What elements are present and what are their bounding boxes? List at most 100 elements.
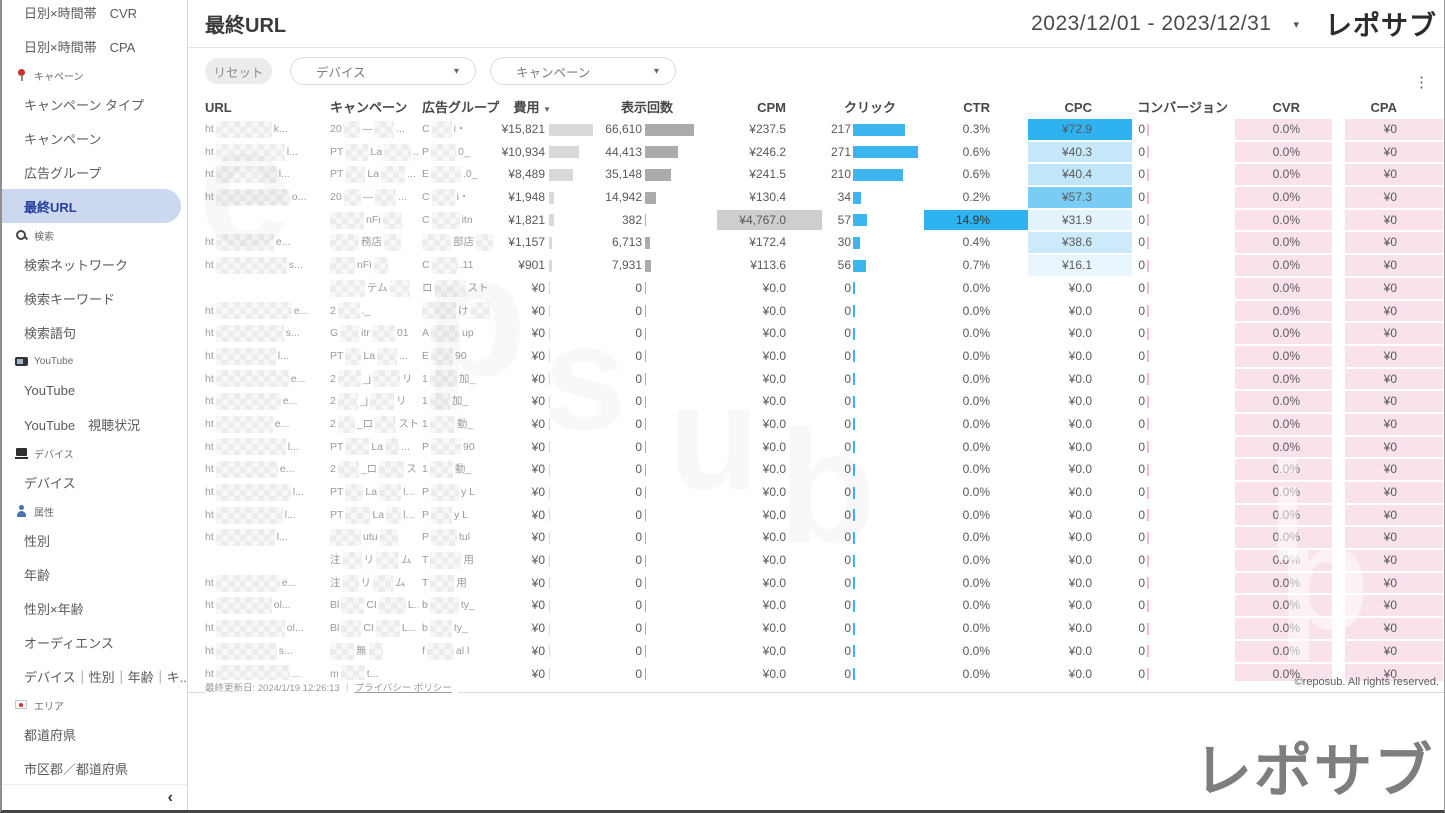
cost-bar <box>549 577 550 590</box>
table-row[interactable]: ht e... 2 _j リ 1 加_ ¥0 0 ¥0.0 0 0.0% ¥0.0 0 … <box>188 368 1444 391</box>
sidebar-item-日別×時間帯 CVR[interactable]: 日別×時間帯 CVR <box>2 0 187 29</box>
col-conversions[interactable]: コンバージョン <box>1137 100 1228 115</box>
cell-cost: ¥1,948 <box>508 190 545 205</box>
cell-url <box>205 549 317 572</box>
cell-cost: ¥0 <box>531 530 545 545</box>
sidebar-item-オーディエンス[interactable]: オーディエンス <box>2 625 187 659</box>
sidebar-item-label: 検索キーワード <box>24 291 116 307</box>
sort-desc-icon: ▼ <box>543 105 551 114</box>
sidebar-item-最終URL[interactable]: 最終URL <box>2 189 181 223</box>
sidebar-item-性別×年齢[interactable]: 性別×年齢 <box>2 591 187 625</box>
table-row[interactable]: ht e... 2 _j リ 1 加_ ¥0 0 ¥0.0 0 0.0% ¥0.0 0 … <box>188 390 1444 413</box>
reposub-logo: レポサブ <box>1193 739 1434 805</box>
cell-campaign: 2 ._ <box>330 300 418 323</box>
sidebar-item-都道府県[interactable]: 都道府県 <box>2 717 187 751</box>
col-campaign[interactable]: キャンペーン <box>330 100 408 115</box>
table-row[interactable]: ht... m t... ¥0 0 ¥0.0 0 0.0% ¥0.0 0 0.0%… <box>188 663 1444 681</box>
clicks-bar <box>853 509 855 522</box>
col-cpm[interactable]: CPM <box>757 100 786 115</box>
sidebar-item-検索キーワード[interactable]: 検索キーワード <box>2 281 187 315</box>
footer-divider: ｜ <box>342 683 352 694</box>
cell-cpm: ¥0.0 <box>762 530 786 545</box>
cost-bar <box>549 373 550 386</box>
col-cpa[interactable]: CPA <box>1370 100 1397 115</box>
table-row[interactable]: hte... 2_ロスト 1動_ ¥0 0 ¥0.0 0 0.0% ¥0.0 0… <box>188 458 1444 481</box>
sidebar-item-検索ネットワーク[interactable]: 検索ネットワーク <box>2 247 187 281</box>
impressions-bar <box>645 282 646 295</box>
cell-campaign: PT La l... <box>330 504 418 527</box>
sidebar-item-年齢[interactable]: 年齢 <box>2 557 187 591</box>
sidebar-item-市区郡／都道府県[interactable]: 市区郡／都道府県 <box>2 751 187 782</box>
sidebar-item-性別[interactable]: 性別 <box>2 523 187 557</box>
cell-url: ht l... <box>205 481 317 504</box>
col-clicks[interactable]: クリック <box>843 100 896 115</box>
privacy-policy-link[interactable]: プライバシー ポリシー <box>354 683 452 694</box>
sidebar-item-広告グループ[interactable]: 広告グループ <box>2 155 187 189</box>
device-filter-select[interactable]: デバイス ▾ <box>290 57 476 85</box>
table-row[interactable]: ht s... nFi C .11 ¥901 7,931 ¥113.6 56 0.7… <box>188 254 1444 277</box>
clicks-bar <box>853 327 855 340</box>
copyright-text: ©reposub. All rights reserved. <box>1294 676 1439 688</box>
table-row[interactable]: ht e... 2 ._ け ¥0 0 ¥0.0 0 0.0% ¥0.0 0 0.0… <box>188 300 1444 323</box>
col-ctr[interactable]: CTR <box>963 100 990 115</box>
collapse-sidebar-icon[interactable]: ‹ <box>167 788 173 806</box>
table-row[interactable]: ht s... 無 f al l ¥0 0 ¥0.0 0 0.0% ¥0.0 0 0… <box>188 640 1444 663</box>
table-row[interactable]: ht e... 務店 部店 ¥1,157 6,713 ¥172.4 30 0.4%… <box>188 231 1444 254</box>
cell-adgroup: f al l <box>422 640 507 663</box>
sidebar-item-検索語句[interactable]: 検索語句 <box>2 315 187 349</box>
cell-url: ht s... <box>205 254 317 277</box>
cell-url: ht e... <box>205 458 317 481</box>
conversions-tick <box>1147 350 1149 363</box>
table-row[interactable]: ht l... PT La... E .0_ ¥8,489 35,148 ¥241.5… <box>188 163 1444 186</box>
table-row[interactable]: ht l... PT La... E 90 ¥0 0 ¥0.0 0 0.0% ¥0.0… <box>188 345 1444 368</box>
cell-campaign: nFi <box>330 209 418 232</box>
cell-cpa: ¥0 <box>1345 119 1443 140</box>
cell-campaign: 注リム <box>330 572 418 595</box>
table-row[interactable]: ht l... PT La... P 90 ¥0 0 ¥0.0 0 0.0% ¥0.0… <box>188 436 1444 459</box>
cell-cpa: ¥0 <box>1345 618 1443 639</box>
sidebar-item-日別×時間帯 CPA[interactable]: 日別×時間帯 CPA <box>2 29 187 63</box>
sidebar-item-デバイス｜性別｜年齢｜キ...[interactable]: デバイス｜性別｜年齢｜キ... <box>2 659 187 693</box>
col-url[interactable]: URL <box>205 100 232 115</box>
cost-bar <box>549 509 550 522</box>
content-divider <box>188 692 1444 693</box>
cell-cpa: ¥0 <box>1345 391 1443 412</box>
sidebar-item-label: 性別×年齢 <box>24 601 84 617</box>
sidebar-item-キャンペーン タイプ[interactable]: キャンペーン タイプ <box>2 87 187 121</box>
cost-bar <box>549 531 550 544</box>
campaign-filter-select[interactable]: キャンペーン ▾ <box>490 57 676 85</box>
kebab-menu-icon[interactable]: ⋮ <box>1414 74 1429 91</box>
col-adgroup[interactable]: 広告グループ <box>422 100 500 115</box>
table-row[interactable]: テム ロスト ¥0 0 ¥0.0 0 0.0% ¥0.0 0 0.0% ¥0 <box>188 277 1444 300</box>
impressions-bar <box>645 168 671 181</box>
sidebar-item-YouTube 視聴状況[interactable]: YouTube 視聴状況 <box>2 407 187 441</box>
col-cvr[interactable]: CVR <box>1272 100 1300 115</box>
col-impressions[interactable]: 表示回数 <box>620 100 673 115</box>
reset-button[interactable]: リセット <box>205 58 272 84</box>
col-cpc[interactable]: CPC <box>1064 100 1092 115</box>
sidebar-item-YouTube[interactable]: YouTube <box>2 373 187 407</box>
sidebar-item-キャンペーン[interactable]: キャンペーン <box>2 121 187 155</box>
cell-url: ht l... <box>205 141 317 164</box>
sidebar-item-デバイス[interactable]: デバイス <box>2 465 187 499</box>
date-range-picker[interactable]: 2023/12/01 - 2023/12/31 ▾ <box>1031 12 1325 36</box>
cell-conversions: 0 <box>1138 462 1145 477</box>
cell-cpm: ¥0.0 <box>762 280 786 295</box>
col-cost[interactable]: 費用 ▼ <box>513 100 551 115</box>
cell-campaign: 2_ロスト <box>330 458 418 481</box>
cell-impressions: 14,942 <box>605 190 642 205</box>
